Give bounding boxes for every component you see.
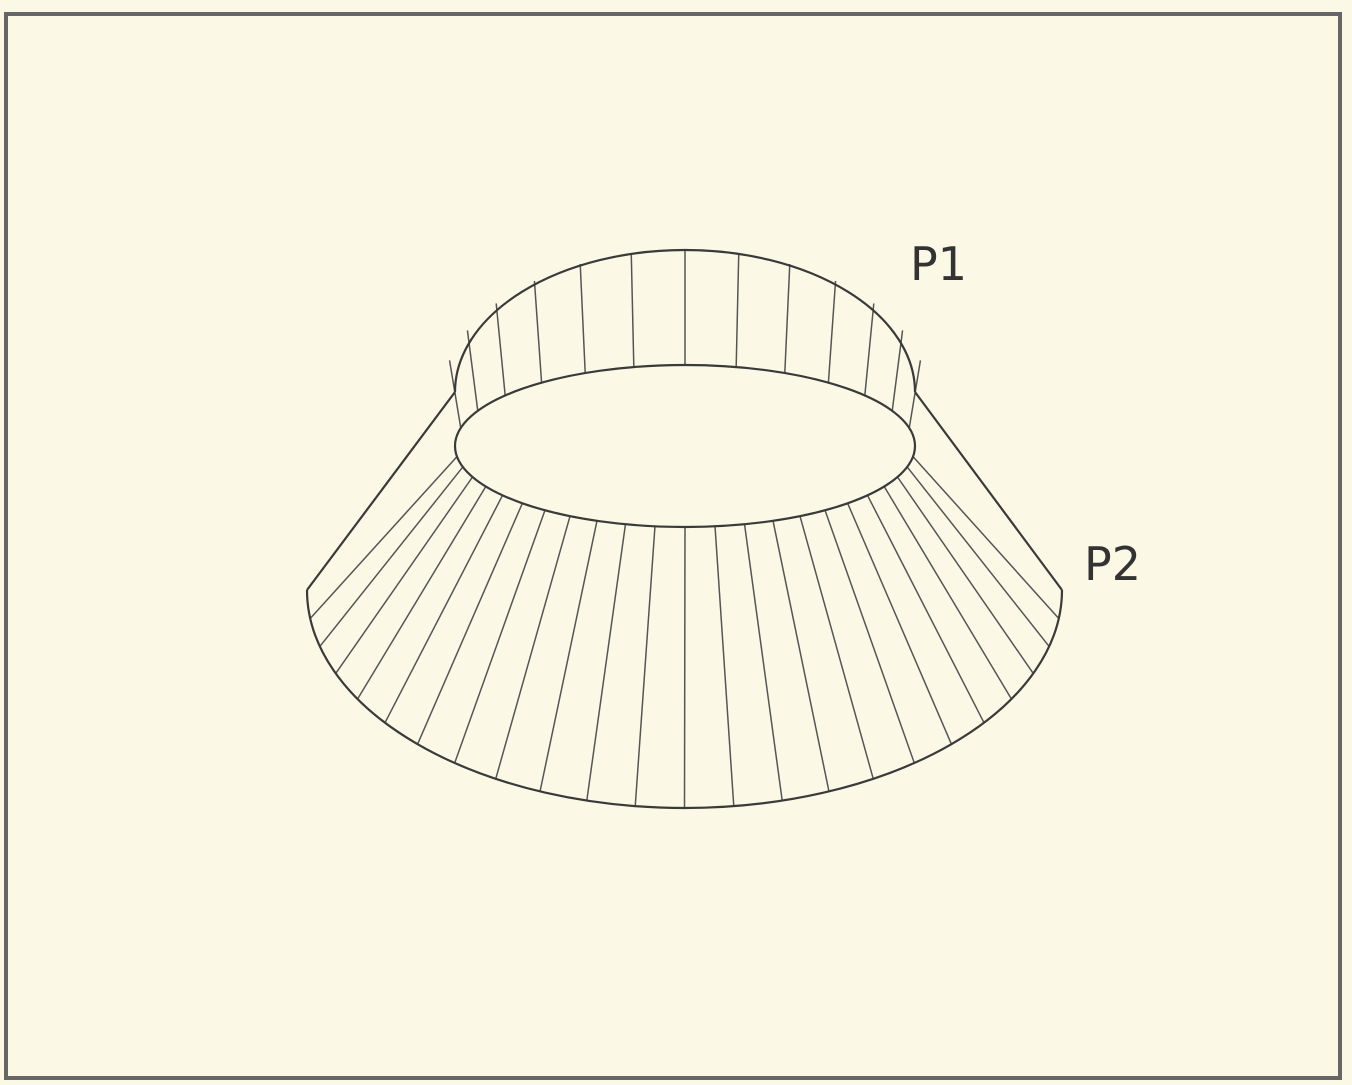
- hatch-line: [335, 476, 474, 674]
- hatch-line: [416, 502, 524, 745]
- hatch-line: [533, 280, 543, 383]
- hatching: [309, 250, 1060, 809]
- top-opening: [453, 363, 917, 529]
- frame: [4, 12, 1342, 1080]
- hatch-line: [772, 520, 830, 792]
- hatch-line: [630, 253, 635, 368]
- label-p1: P1: [910, 237, 967, 291]
- hatch-line: [579, 264, 586, 374]
- hatch-line: [586, 524, 627, 801]
- hatch-line: [683, 526, 686, 809]
- top-back-arc: [453, 248, 917, 393]
- hatch-line: [824, 510, 916, 764]
- hatch-line: [634, 526, 656, 807]
- hatch-line: [453, 510, 546, 764]
- hatch-line: [495, 515, 571, 779]
- hatch-line: [319, 466, 464, 647]
- hatch-line: [735, 253, 740, 368]
- label-p2: P2: [1084, 537, 1141, 591]
- hatch-line: [799, 515, 874, 779]
- hatch-line: [866, 494, 985, 724]
- right-side: [914, 391, 1063, 591]
- hatch-line: [912, 456, 1060, 619]
- hatch-line: [896, 476, 1034, 674]
- hatch-line: [784, 264, 791, 374]
- hatch-line: [539, 520, 598, 792]
- hatch-line: [846, 502, 953, 745]
- hatch-line: [384, 494, 504, 724]
- hatch-line: [495, 303, 506, 396]
- hatch-line: [827, 280, 837, 383]
- hatch-line: [906, 466, 1050, 647]
- bottom-front-arc: [305, 589, 1064, 810]
- hatch-line: [883, 486, 1013, 700]
- hatch-line: [743, 524, 783, 801]
- hatch-line: [356, 486, 487, 700]
- hatch-line: [864, 303, 875, 396]
- hatch-line: [448, 360, 462, 429]
- hatch-line: [714, 526, 735, 807]
- hatch-line: [908, 360, 922, 429]
- hatch-line: [309, 456, 458, 619]
- left-side: [306, 391, 456, 591]
